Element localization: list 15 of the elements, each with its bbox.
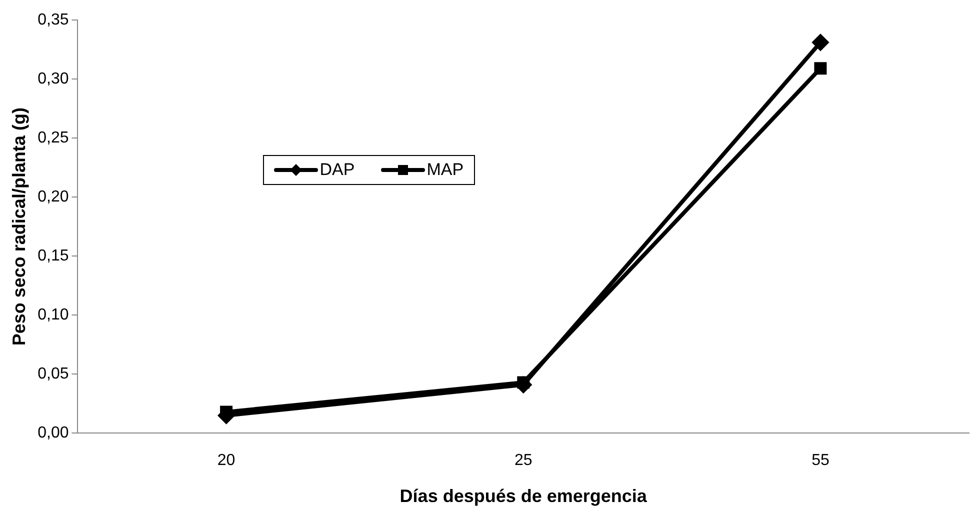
y-tick-label: 0,05 (38, 366, 69, 383)
y-tick-label: 0,10 (38, 306, 69, 324)
x-tick-label: 25 (514, 452, 532, 470)
y-tick-label: 0,20 (38, 188, 69, 206)
y-tick-label: 0,30 (38, 70, 69, 88)
y-axis-title: Peso seco radical/planta (g) (8, 108, 29, 346)
x-tick-label: 55 (812, 452, 830, 470)
x-tick-label: 20 (217, 452, 236, 470)
legend-label: MAP (426, 160, 464, 180)
x-axis-title: Días después de emergencia (400, 486, 648, 506)
y-tick-label: 0,35 (38, 11, 69, 28)
y-tick-label: 0,15 (38, 248, 69, 265)
y-tick-label: 0,25 (38, 129, 69, 146)
y-tick-label: 0,00 (38, 424, 69, 442)
legend-label: DAP (320, 160, 355, 180)
